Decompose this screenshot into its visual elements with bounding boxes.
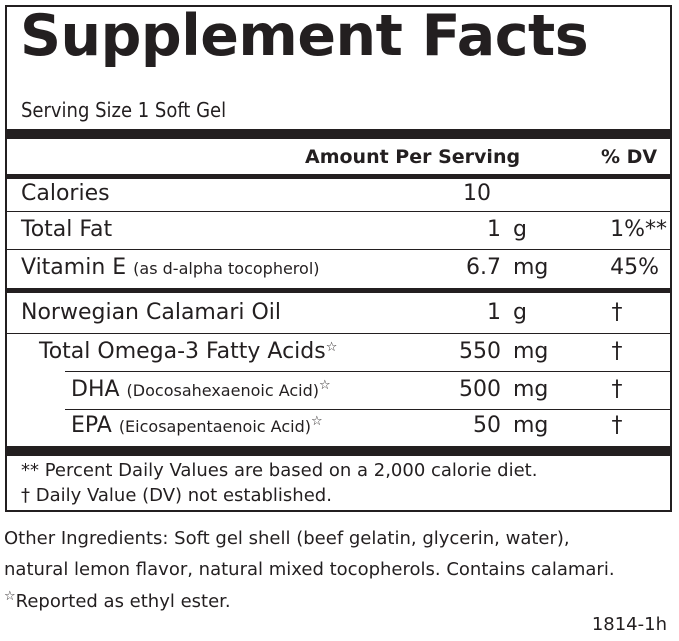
other-ingredients-line2: natural lemon flavor, natural mixed toco…: [4, 559, 615, 580]
footnote-percent-dv: ** Percent Daily Values are based on a 2…: [21, 460, 538, 481]
row-total-fat-name: Total Fat: [21, 217, 113, 242]
row-omega-3-name: Total Omega-3 Fatty Acids☆: [39, 339, 337, 364]
row-divider: [65, 409, 670, 410]
row-dha-unit: mg: [513, 377, 549, 402]
row-calories-amount: 10: [463, 181, 491, 206]
supplement-facts-panel: Supplement Facts Serving Size 1 Soft Gel…: [5, 3, 672, 512]
footnote-dv-not-established: † Daily Value (DV) not established.: [21, 485, 332, 506]
ethyl-ester-text: Reported as ethyl ester.: [15, 591, 231, 612]
row-dha-label: DHA: [71, 377, 120, 402]
row-divider: [65, 371, 670, 372]
row-dha-name: DHA (Docosahexaenoic Acid)☆: [71, 377, 331, 402]
row-epa-note: (Eicosapentaenoic Acid): [118, 417, 311, 436]
row-total-fat-amount: 1: [487, 217, 501, 242]
row-calories-name: Calories: [21, 181, 110, 206]
panel-title: Supplement Facts: [20, 3, 589, 69]
dv-header: % DV: [601, 146, 658, 168]
section-rule: [7, 288, 670, 293]
star-icon: ☆: [325, 340, 338, 355]
header-rule: [7, 174, 670, 179]
star-icon: ☆: [310, 414, 323, 429]
thick-rule: [7, 446, 670, 456]
row-divider: [7, 249, 670, 250]
row-epa-label: EPA: [71, 413, 112, 438]
row-dha-note: (Docosahexaenoic Acid): [126, 381, 320, 400]
row-vitamin-e-label: Vitamin E: [21, 255, 127, 280]
row-divider: [7, 333, 670, 334]
product-code: 1814-1h: [591, 614, 667, 635]
row-vitamin-e-unit: mg: [513, 255, 549, 280]
row-vitamin-e-note: (as d-alpha tocopherol): [133, 259, 320, 278]
row-omega-3-amount: 550: [459, 339, 501, 364]
star-icon: ☆: [319, 378, 331, 393]
row-epa-amount: 50: [473, 413, 501, 438]
row-epa-unit: mg: [513, 413, 549, 438]
row-vitamin-e-amount: 6.7: [466, 255, 501, 280]
row-calamari-oil-unit: g: [513, 300, 527, 325]
ethyl-ester-note: ☆Reported as ethyl ester.: [4, 589, 231, 612]
row-epa-name: EPA (Eicosapentaenoic Acid)☆: [71, 413, 323, 438]
row-vitamin-e-name: Vitamin E (as d-alpha tocopherol): [21, 255, 320, 280]
thick-rule: [7, 129, 670, 139]
row-total-fat-dv: 1%**: [610, 217, 667, 242]
serving-size: Serving Size 1 Soft Gel: [21, 98, 227, 122]
row-epa-dv: †: [611, 413, 623, 438]
amount-per-serving-header: Amount Per Serving: [305, 146, 521, 168]
row-calamari-oil-name: Norwegian Calamari Oil: [21, 300, 282, 325]
star-icon: ☆: [4, 589, 16, 604]
row-divider: [7, 211, 670, 212]
row-omega-3-unit: mg: [513, 339, 549, 364]
row-omega-3-dv: †: [611, 339, 623, 364]
row-dha-dv: †: [611, 377, 623, 402]
row-dha-amount: 500: [459, 377, 501, 402]
row-omega-3-label: Total Omega-3 Fatty Acids: [39, 339, 326, 364]
row-vitamin-e-dv: 45%: [610, 255, 659, 280]
other-ingredients-line1: Other Ingredients: Soft gel shell (beef …: [4, 528, 570, 549]
row-calamari-oil-amount: 1: [487, 300, 501, 325]
row-total-fat-unit: g: [513, 217, 527, 242]
row-calamari-oil-dv: †: [611, 300, 623, 325]
